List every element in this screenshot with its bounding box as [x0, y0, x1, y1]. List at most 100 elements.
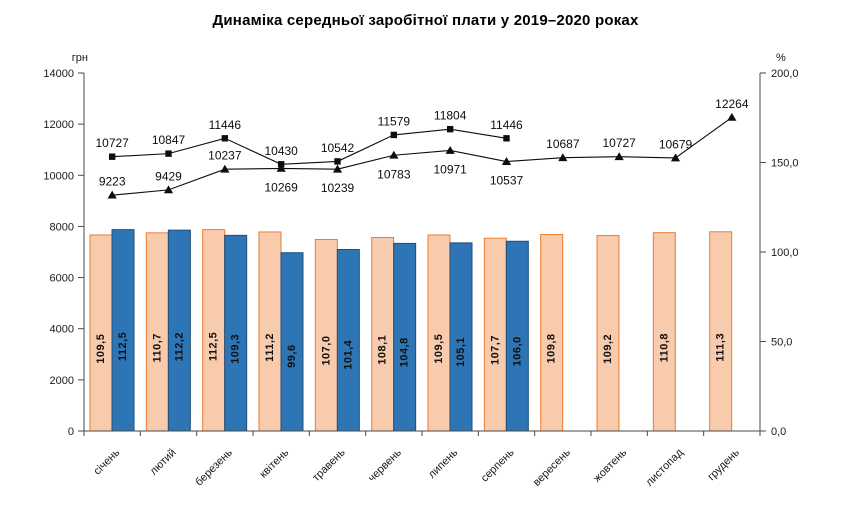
bar-2019-growth-percent-жовтень: [596, 235, 620, 432]
bar-value-label: 107,7: [489, 335, 501, 365]
triangle-marker: [670, 153, 681, 162]
x-axis-label-березень: березень: [193, 446, 235, 488]
bar-2019-growth-percent-квітень: [258, 231, 282, 432]
line-value-label: 10430: [264, 144, 298, 158]
triangle-marker: [501, 157, 512, 165]
bar-2019-growth-percent-листопад: [652, 232, 676, 432]
line-value-label: 10237: [208, 149, 242, 163]
bar-2019-growth-percent-серпень: [483, 237, 507, 432]
bar-value-label: 106,0: [511, 336, 523, 366]
line-value-label: 10239: [321, 181, 355, 195]
right-axis-tick-label: 100,0: [771, 247, 799, 259]
bar-2020-growth-percent-квітень: [280, 252, 304, 432]
triangle-marker: [276, 163, 286, 172]
line-value-label: 10727: [95, 136, 129, 150]
bar-2020-growth-percent-липень: [449, 242, 473, 432]
bar-2019-growth-percent-липень: [427, 234, 451, 432]
bar-2019-growth-percent-травень: [314, 238, 338, 432]
triangle-marker: [332, 164, 343, 173]
bar-2020-growth-percent-березень: [224, 234, 248, 432]
line-value-label: 10542: [321, 141, 355, 155]
right-axis-unit-label: %: [776, 52, 786, 64]
line-value-label: 11446: [209, 118, 242, 132]
x-axis-label-квітень: квітень: [257, 446, 291, 480]
triangle-marker: [558, 153, 568, 162]
line-value-label: 10847: [152, 133, 186, 147]
line-value-label: 10727: [602, 136, 636, 150]
bar-value-label: 110,7: [151, 333, 163, 362]
bar-value-label: 112,2: [173, 332, 185, 361]
square-marker: [503, 135, 510, 142]
square-marker: [390, 131, 398, 139]
square-marker: [277, 161, 285, 168]
x-axis-label-серпень: серпень: [479, 446, 517, 484]
square-marker: [334, 158, 341, 165]
line-value-label: 10269: [264, 180, 298, 194]
bar-value-label: 99,6: [286, 344, 298, 367]
x-axis-label-травень: травень: [310, 446, 348, 484]
x-axis-label-січень: січень: [91, 446, 122, 477]
bar-2019-growth-percent-лютий: [145, 232, 169, 432]
bar-value-label: 108,1: [377, 335, 389, 365]
bar-2019-growth-percent-січень: [89, 234, 113, 432]
x-axis-label-жовтень: жовтень: [591, 446, 629, 484]
triangle-marker: [163, 185, 174, 194]
bar-value-label: 109,5: [433, 334, 445, 364]
line-value-label: 11804: [434, 109, 467, 123]
right-axis-tick-label: 200,0: [771, 68, 799, 80]
square-marker: [165, 150, 172, 157]
chart-title: Динаміка середньої заробітної плати у 20…: [212, 12, 639, 29]
line-value-label: 10971: [433, 162, 467, 176]
line-value-label: 10537: [490, 174, 524, 188]
x-axis-label-вересень: вересень: [531, 446, 573, 488]
left-axis-unit-label: грн: [71, 52, 88, 64]
x-axis-label-листопад: листопад: [643, 446, 686, 489]
line-value-label: 11579: [378, 114, 411, 128]
square-marker: [446, 125, 454, 133]
right-axis-tick-label: 0,0: [771, 426, 786, 438]
bar-value-label: 101,4: [342, 339, 354, 369]
bar-2019-growth-percent-грудень: [709, 231, 733, 432]
bar-2019-growth-percent-березень: [202, 229, 226, 432]
line-2019-salary-uah: [112, 116, 733, 196]
square-marker: [108, 153, 116, 160]
bar-value-label: 110,8: [658, 333, 670, 362]
line-value-label: 12264: [715, 97, 749, 111]
line-value-label: 9223: [99, 175, 126, 189]
right-axis-tick-label: 150,0: [771, 158, 799, 170]
bar-value-label: 109,2: [602, 334, 614, 364]
triangle-marker: [614, 152, 624, 161]
triangle-marker: [107, 190, 117, 199]
x-axis-label-червень: червень: [366, 446, 404, 484]
bar-2019-growth-percent-вересень: [540, 233, 564, 432]
left-axis-tick-label: 6000: [50, 273, 74, 285]
bar-2019-growth-percent-червень: [371, 237, 395, 432]
bar-value-label: 109,8: [546, 333, 558, 363]
left-axis-tick-label: 2000: [50, 375, 74, 387]
line-value-label: 10783: [377, 167, 411, 181]
square-marker: [221, 135, 229, 142]
line-value-label: 11446: [490, 118, 523, 132]
line-2020-salary-uah: [112, 128, 507, 165]
left-axis-tick-label: 10000: [43, 170, 74, 182]
bar-value-label: 109,3: [230, 334, 242, 364]
triangle-marker: [727, 112, 737, 121]
line-value-label: 9429: [155, 169, 182, 183]
triangle-marker: [220, 164, 230, 173]
bar-value-label: 112,5: [117, 332, 129, 361]
right-axis-tick-label: 50,0: [771, 337, 792, 349]
triangle-marker: [389, 150, 399, 159]
bar-value-label: 111,3: [715, 333, 727, 362]
left-axis-tick-label: 0: [68, 426, 74, 438]
bar-value-label: 109,5: [95, 334, 107, 364]
left-axis-tick-label: 4000: [50, 324, 74, 336]
bar-value-label: 105,1: [455, 337, 467, 367]
line-value-label: 10679: [659, 137, 693, 151]
x-axis-label-лютий: лютий: [148, 447, 179, 478]
line-value-label: 10687: [546, 137, 580, 151]
bar-2020-growth-percent-серпень: [505, 240, 529, 432]
bar-2020-growth-percent-січень: [111, 229, 135, 432]
bar-2020-growth-percent-лютий: [167, 229, 191, 432]
